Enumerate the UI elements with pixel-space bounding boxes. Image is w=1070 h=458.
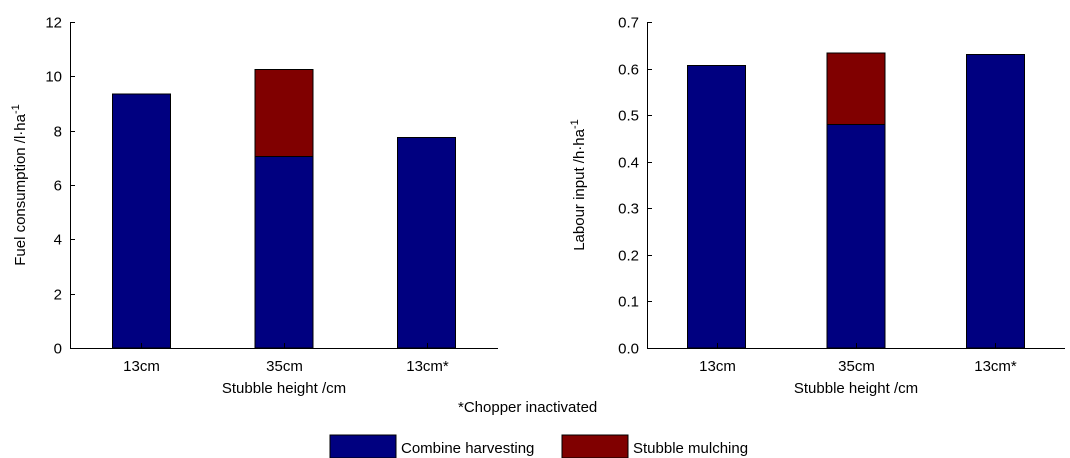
legend-swatch-combine-harvesting [329,434,397,458]
bar-combine-harvesting-0 [687,64,747,349]
y-tick-label: 0.2 [618,248,639,265]
x-axis-label: Stubble height /cm [222,380,346,397]
y-tick-label: 0.6 [618,62,639,79]
y-tick-label: 0.7 [618,15,639,32]
y-tick-label: 0.0 [618,341,639,358]
legend-label-combine-harvesting: Combine harvesting [401,440,534,457]
y-tick-label: 12 [45,15,62,32]
y-tick-label: 4 [54,232,62,249]
labour-input-chart: 0.0 0.1 0.2 0.3 0.4 0.5 0.6 0.7 13cm 35cm 13cm* Stu… [569,15,1065,397]
y-tick-label: 6 [54,178,62,195]
bar-combine-harvesting-0 [111,93,171,349]
bar-combine-harvesting-1 [254,156,314,349]
y-tick-label: 0.5 [618,108,639,125]
x-axis-label: Stubble height /cm [794,380,918,397]
y-tick-label: 10 [45,69,62,86]
y-tick-label: 0.4 [618,155,639,172]
x-tick-label: 35cm [838,358,875,375]
bar-combine-harvesting-2 [397,137,457,349]
y-tick-label: 2 [54,287,62,304]
footnote: *Chopper inactivated [458,399,597,416]
legend: Combine harvesting Stubble mulching [329,434,748,458]
fuel-consumption-chart: 0 2 4 6 8 10 12 13cm 35cm 13cm* Stubble height /cm… [10,15,498,397]
x-tick-label: 13cm [123,358,160,375]
x-tick-label: 13cm* [974,358,1017,375]
x-tick-label: 35cm [266,358,303,375]
y-tick-label: 8 [54,124,62,141]
legend-swatch-stubble-mulching [561,434,629,458]
y-tick-label: 0.3 [618,201,639,218]
y-tick-label: 0 [54,341,62,358]
y-axis-label: Fuel consumption /l·ha-1 [10,104,29,266]
bar-combine-harvesting-2 [965,54,1025,349]
x-tick-label: 13cm* [406,358,449,375]
x-tick-label: 13cm [699,358,736,375]
bar-combine-harvesting-1 [826,124,886,349]
bar-stubble-mulching-1 [826,52,886,126]
y-tick-label: 0.1 [618,294,639,311]
y-axis-label: Labour input /h·ha-1 [569,119,588,251]
bar-stubble-mulching-1 [254,69,314,157]
legend-label-stubble-mulching: Stubble mulching [633,440,748,457]
